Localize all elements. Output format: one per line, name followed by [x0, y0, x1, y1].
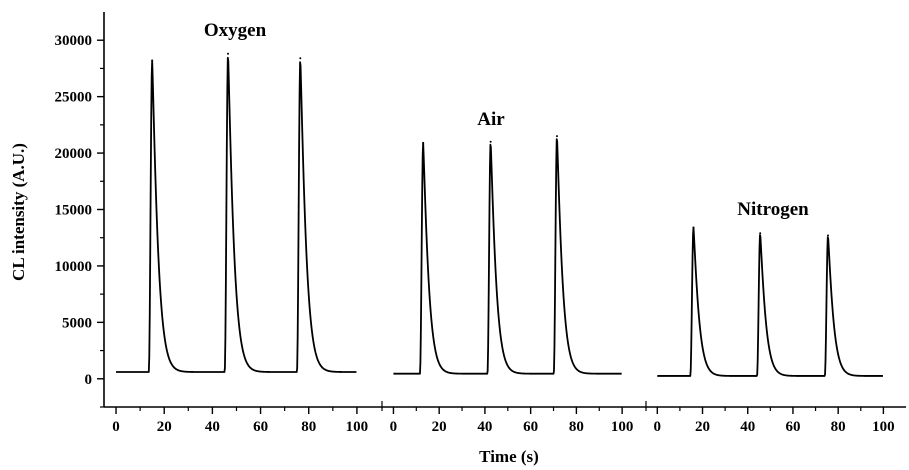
y-axis-title: CL intensity (A.U.) [9, 143, 28, 281]
panel-label-oxygen: Oxygen [204, 20, 267, 41]
x-tick-label: 80 [301, 419, 316, 435]
y-tick-label: 25000 [55, 90, 93, 106]
peak-point-air-1 [422, 141, 425, 144]
peak-point-air-3 [555, 135, 558, 138]
peak-point-nitrogen-1 [692, 226, 695, 229]
x-tick-label: 40 [740, 419, 755, 435]
x-tick-label: 20 [157, 419, 172, 435]
x-tick-label: 80 [831, 419, 846, 435]
peak-point-oxygen-1 [151, 59, 154, 62]
x-tick-label: 60 [253, 419, 268, 435]
x-tick-label: 0 [390, 419, 398, 435]
x-tick-label: 100 [346, 419, 369, 435]
y-tick-label: 30000 [55, 33, 93, 49]
y-tick-label: 5000 [62, 315, 92, 331]
peak-point-oxygen-3 [299, 57, 302, 60]
label-layer: Oxygen Air Nitrogen [204, 20, 809, 220]
series-layer [115, 52, 884, 377]
x-tick-label: 20 [695, 419, 710, 435]
peak-point-nitrogen-3 [827, 234, 829, 237]
x-tick-label: 100 [611, 419, 634, 435]
x-tick-label: 0 [112, 419, 120, 435]
x-axis-title: Time (s) [479, 447, 539, 466]
x-tick-label: 40 [205, 419, 220, 435]
peak-point-nitrogen-2 [759, 232, 762, 235]
y-tick-label: 10000 [55, 259, 93, 275]
x-tick-label: 20 [432, 419, 447, 435]
x-tick-label: 60 [785, 419, 800, 435]
x-tick-label: 60 [523, 419, 538, 435]
peak-point-air-2 [489, 140, 492, 143]
y-tick-label: 20000 [55, 146, 93, 162]
panel-label-nitrogen: Nitrogen [737, 199, 809, 220]
x-tick-label: 40 [477, 419, 492, 435]
x-tick-label: 0 [654, 419, 662, 435]
y-tick-label: 0 [85, 372, 93, 388]
x-tick-label: 80 [569, 419, 584, 435]
y-tick-label: 15000 [55, 203, 93, 219]
peak-point-oxygen-2 [227, 52, 230, 55]
series-line-oxygen [115, 56, 357, 373]
series-line-air [392, 138, 623, 375]
series-line-nitrogen [656, 226, 884, 377]
x-tick-label: 100 [872, 419, 895, 435]
panel-label-air: Air [477, 109, 505, 130]
